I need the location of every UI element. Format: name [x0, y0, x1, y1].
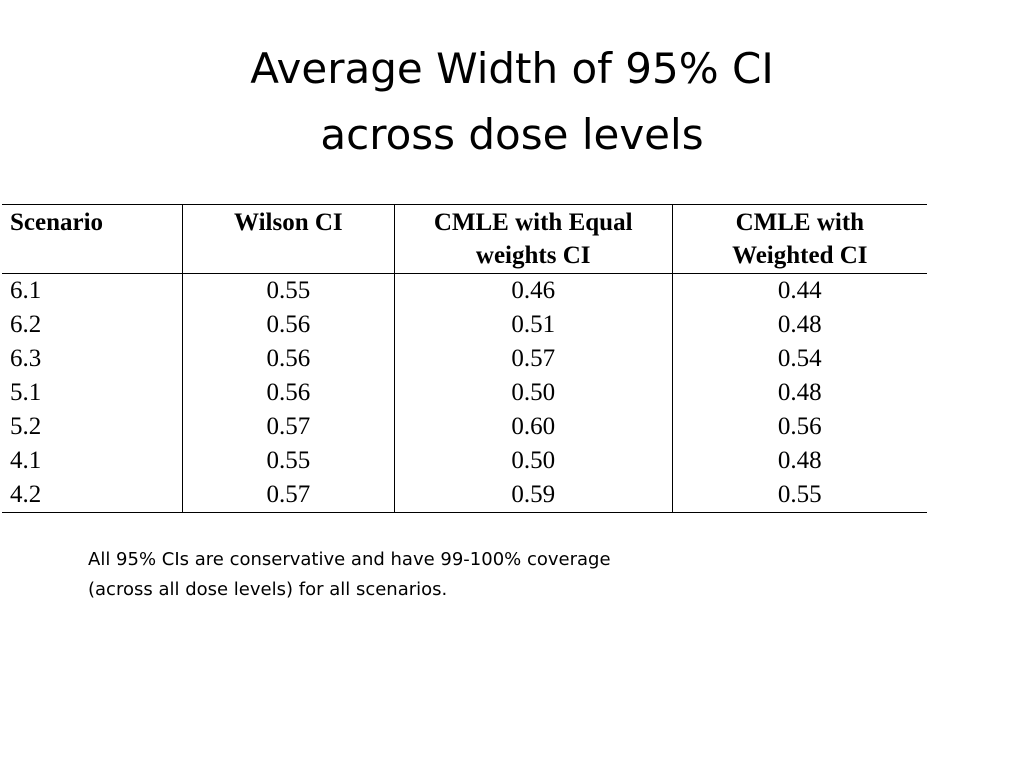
slide-title: Average Width of 95% CI across dose leve…	[0, 36, 1024, 168]
table-row: 5.1 0.56 0.50 0.48	[2, 376, 927, 410]
cell-scenario: 6.1	[10, 277, 42, 304]
cell-wilson-ci: 0.57	[181, 410, 395, 444]
cell-cmle-weighted: 0.48	[671, 308, 927, 342]
header-cmle-weighted-line-1: CMLE with	[735, 209, 865, 236]
header-cmle-equal-line-1: CMLE with Equal	[433, 209, 633, 236]
cell-scenario: 5.2	[10, 413, 42, 440]
cell-cmle-weighted: 0.55	[671, 478, 927, 513]
footnote-line-2: (across all dose levels) for all scenari…	[88, 579, 448, 600]
cell-wilson-ci: 0.56	[181, 376, 395, 410]
table-row: 6.1 0.55 0.46 0.44	[2, 273, 927, 308]
table-header: Scenario Wilson CI CMLE with Equal weigh…	[2, 204, 927, 274]
header-cmle-weighted-ci: CMLE with Weighted CI	[671, 204, 927, 274]
slide-title-line-2: across dose levels	[320, 110, 704, 159]
table-body: 6.1 0.55 0.46 0.44 6.2 0.56 0.51 0.48 6.…	[2, 273, 927, 513]
cell-wilson-ci: 0.56	[181, 342, 395, 376]
footnote-line-1: All 95% CIs are conservative and have 99…	[88, 549, 611, 570]
table-row: 5.2 0.57 0.60 0.56	[2, 410, 927, 444]
cell-cmle-equal: 0.57	[393, 342, 673, 376]
ci-width-table: Scenario Wilson CI CMLE with Equal weigh…	[2, 204, 927, 513]
cell-cmle-equal: 0.51	[393, 308, 673, 342]
header-scenario: Scenario	[2, 204, 183, 274]
cell-wilson-ci: 0.56	[181, 308, 395, 342]
cell-cmle-equal: 0.50	[393, 376, 673, 410]
cell-scenario: 4.1	[10, 447, 42, 474]
table-row: 6.3 0.56 0.57 0.54	[2, 342, 927, 376]
cell-scenario: 6.2	[10, 311, 42, 338]
cell-cmle-equal: 0.46	[393, 273, 673, 308]
header-cmle-weighted-line-2: Weighted CI	[732, 242, 868, 269]
cell-wilson-ci: 0.57	[181, 478, 395, 513]
coverage-footnote: All 95% CIs are conservative and have 99…	[88, 545, 728, 605]
cell-scenario: 5.1	[10, 379, 42, 406]
slide-title-line-1: Average Width of 95% CI	[250, 44, 774, 93]
table-row: 4.1 0.55 0.50 0.48	[2, 444, 927, 478]
table-row: 4.2 0.57 0.59 0.55	[2, 478, 927, 513]
cell-cmle-equal: 0.59	[393, 478, 673, 513]
cell-cmle-weighted: 0.48	[671, 444, 927, 478]
cell-wilson-ci: 0.55	[181, 444, 395, 478]
cell-wilson-ci: 0.55	[181, 273, 395, 308]
header-cmle-equal-line-2: weights CI	[475, 242, 591, 269]
table-header-row: Scenario Wilson CI CMLE with Equal weigh…	[2, 204, 927, 274]
cell-cmle-equal: 0.50	[393, 444, 673, 478]
cell-cmle-equal: 0.60	[393, 410, 673, 444]
header-wilson-ci: Wilson CI	[181, 204, 395, 274]
table-row: 6.2 0.56 0.51 0.48	[2, 308, 927, 342]
header-cmle-equal-weights-ci: CMLE with Equal weights CI	[393, 204, 673, 274]
cell-cmle-weighted: 0.56	[671, 410, 927, 444]
cell-scenario: 4.2	[2, 478, 183, 513]
cell-scenario: 6.3	[10, 345, 42, 372]
cell-cmle-weighted: 0.54	[671, 342, 927, 376]
cell-cmle-weighted: 0.48	[671, 376, 927, 410]
cell-cmle-weighted: 0.44	[671, 273, 927, 308]
